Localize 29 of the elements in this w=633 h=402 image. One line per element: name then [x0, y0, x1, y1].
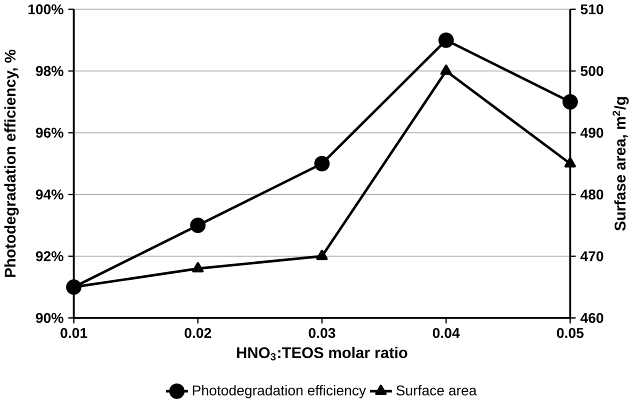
y2-tick-label: 500: [580, 66, 604, 76]
y-tick-label: 90%: [36, 312, 64, 323]
y2-tick-label: 490: [580, 128, 604, 138]
x-tick-label: 0.02: [184, 328, 212, 338]
point: [190, 217, 206, 233]
y-tick-label: 96%: [36, 128, 64, 138]
y-tick-label: 100%: [28, 4, 64, 14]
point: [316, 250, 328, 260]
point: [192, 262, 204, 272]
y2-tick-label: 510: [580, 4, 604, 14]
y-tick-label: 94%: [36, 189, 64, 200]
y2-axis-title: Surfase area, m$^{2}$/g: [612, 96, 629, 231]
point: [438, 32, 454, 48]
legend-label: Photodegradation efficiency: [192, 384, 366, 398]
point: [314, 156, 330, 172]
y-tick-label: 92%: [36, 251, 64, 262]
legend-label: Surface area: [396, 384, 477, 396]
point: [440, 64, 452, 75]
point: [564, 157, 576, 168]
x-tick-label: 0.04: [432, 328, 460, 338]
y2-tick-label: 470: [580, 251, 604, 262]
x-tick-label: 0.05: [556, 328, 584, 338]
x-tick-label: 0.03: [308, 328, 336, 338]
x-tick-label: 0.01: [60, 328, 88, 338]
x-axis-title: HNO$_{3}$:TEOS molar ratio: [237, 346, 408, 360]
y2-tick-label: 480: [580, 189, 604, 200]
y2-tick-label: 460: [580, 312, 604, 323]
y-axis-title: Photodegradation efficiency, %: [4, 50, 19, 277]
y-tick-label: 98%: [36, 66, 64, 76]
